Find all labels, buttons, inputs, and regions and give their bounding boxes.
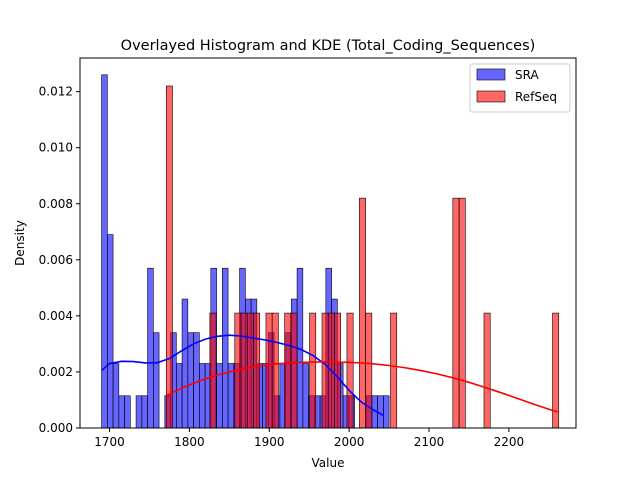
sra-bar: [227, 363, 235, 429]
legend-swatch-sra: [476, 68, 506, 81]
refseq-bar: [390, 312, 398, 429]
y-tick-label: 0.006: [39, 253, 73, 267]
y-tick-label: 0.012: [39, 85, 73, 99]
refseq-bar: [346, 312, 354, 429]
refseq-bar: [483, 312, 491, 429]
sra-bar: [302, 363, 309, 429]
sra-kde-line: [101, 334, 384, 417]
legend-label-sra: SRA: [515, 68, 539, 82]
refseq-bar: [209, 312, 217, 429]
x-tick-label: 2200: [494, 435, 525, 449]
refseq-bar: [309, 312, 317, 429]
legend-swatch-refseq: [476, 90, 506, 103]
sra-bar: [107, 234, 114, 429]
sra-bar: [118, 395, 125, 429]
legend: SRA RefSeq: [469, 63, 571, 113]
refseq-kde-line: [165, 361, 558, 413]
y-tick-label: 0.004: [39, 309, 73, 323]
x-tick-label: 2000: [334, 435, 365, 449]
refseq-bar: [271, 312, 279, 429]
refseq-bar: [321, 312, 329, 429]
x-tick-label: 1700: [94, 435, 125, 449]
legend-label-refseq: RefSeq: [515, 90, 557, 104]
kde-lines: [101, 334, 558, 417]
y-tick-label: 0.002: [39, 365, 73, 379]
y-tick-label: 0.010: [39, 141, 73, 155]
refseq-bar: [165, 85, 173, 429]
refseq-bar: [253, 312, 261, 429]
sra-bar: [176, 363, 183, 429]
sra-bar: [124, 395, 131, 429]
refseq-bar: [240, 312, 248, 429]
sra-bar: [147, 267, 154, 429]
plot-frame: [79, 57, 577, 429]
sra-bar: [222, 267, 229, 429]
y-tick-label: 0.008: [39, 197, 73, 211]
chart-title: Overlayed Histogram and KDE (Total_Codin…: [121, 38, 536, 54]
sra-bar: [141, 395, 148, 429]
sra-bar: [112, 363, 120, 429]
refseq-bar: [290, 312, 298, 429]
y-axis: 0.000 0.002 0.004 0.006 0.008 0.010 0.012: [39, 85, 80, 435]
sra-bar: [181, 298, 189, 429]
sra-bar: [193, 332, 200, 429]
y-axis-title: Density: [13, 220, 27, 266]
refseq-bar: [359, 197, 366, 429]
refseq-bar: [246, 312, 254, 429]
refseq-bar: [452, 197, 460, 429]
y-tick-label: 0.000: [39, 421, 73, 435]
x-axis-title: Value: [312, 456, 345, 470]
x-tick-label: 1800: [174, 435, 205, 449]
sra-bar: [101, 74, 108, 429]
refseq-bar: [265, 312, 273, 429]
sra-bar: [153, 332, 160, 429]
x-axis: 1700 1800 1900 2000 2100 2200: [94, 428, 524, 449]
refseq-bar: [284, 312, 292, 429]
sra-bar: [199, 363, 206, 429]
x-tick-label: 1900: [254, 435, 285, 449]
refseq-bar: [365, 312, 373, 429]
sra-bar: [135, 395, 143, 429]
refseq-bar: [334, 312, 342, 429]
x-tick-label: 2100: [414, 435, 445, 449]
sra-bar: [383, 395, 390, 429]
refseq-bar: [458, 197, 466, 429]
